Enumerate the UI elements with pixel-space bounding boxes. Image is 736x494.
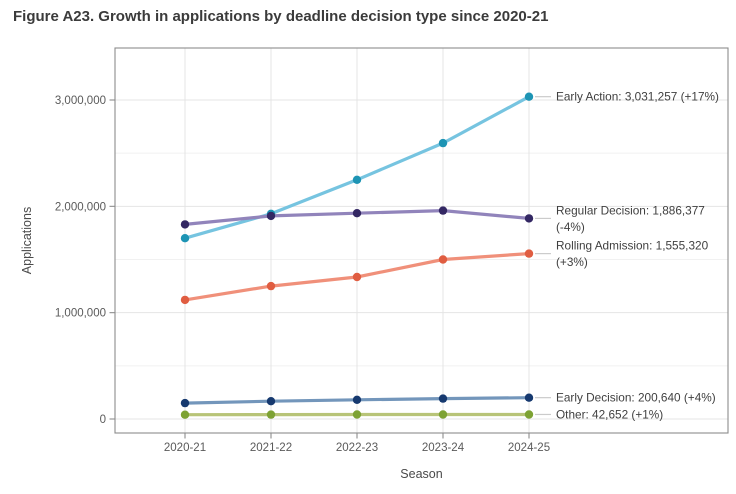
data-point-other <box>352 410 362 419</box>
data-point-regular-decision <box>524 214 534 223</box>
data-point-early-decision <box>438 394 448 403</box>
x-axis-title: Season <box>400 467 442 481</box>
x-tick-label: 2022-23 <box>336 442 378 454</box>
series-annotation-early-decision: Early Decision: 200,640 (+4%) <box>556 391 716 405</box>
figure-title: Figure A23. Growth in applications by de… <box>13 8 549 25</box>
data-point-regular-decision <box>180 220 190 229</box>
data-point-other <box>438 410 448 419</box>
y-tick-label: 2,000,000 <box>55 201 106 213</box>
data-point-rolling-admission <box>266 281 276 291</box>
x-tick-label: 2024-25 <box>508 442 550 454</box>
x-tick-label: 2021-22 <box>250 442 292 454</box>
data-point-early-action <box>352 175 362 184</box>
panel-border <box>114 47 729 434</box>
y-tick-label: 3,000,000 <box>55 95 106 107</box>
series-annotation-other: Other: 42,652 (+1%) <box>556 407 663 421</box>
data-point-rolling-admission <box>180 295 190 305</box>
data-point-rolling-admission <box>438 255 448 264</box>
data-point-early-decision <box>524 393 534 402</box>
x-tick-label: 2023-24 <box>422 442 465 454</box>
data-point-regular-decision <box>438 206 448 215</box>
data-point-early-action <box>180 234 190 243</box>
data-point-early-decision <box>352 395 362 404</box>
data-point-early-action <box>438 138 448 148</box>
plot-panel <box>115 48 728 433</box>
data-point-early-decision <box>266 397 276 406</box>
series-annotation-regular-decision: (-4%) <box>556 220 585 234</box>
data-point-rolling-admission <box>524 249 534 258</box>
data-point-other <box>524 410 534 419</box>
y-tick-label: 1,000,000 <box>55 308 106 320</box>
data-point-other <box>180 410 190 419</box>
y-tick-label: 0 <box>100 414 106 426</box>
series-annotation-rolling-admission: (+3%) <box>556 255 588 269</box>
data-point-regular-decision <box>266 211 276 221</box>
x-tick-label: 2020-21 <box>164 442 206 454</box>
data-point-early-action <box>524 92 534 101</box>
data-point-rolling-admission <box>352 272 362 282</box>
series-annotation-regular-decision: Regular Decision: 1,886,377 <box>556 203 705 217</box>
data-point-other <box>266 410 276 419</box>
data-point-regular-decision <box>352 209 362 218</box>
y-axis-title: Applications <box>20 207 34 274</box>
series-annotation-rolling-admission: Rolling Admission: 1,555,320 <box>556 239 709 253</box>
data-point-early-decision <box>180 398 190 408</box>
series-annotation-early-action: Early Action: 3,031,257 (+17%) <box>556 90 719 104</box>
